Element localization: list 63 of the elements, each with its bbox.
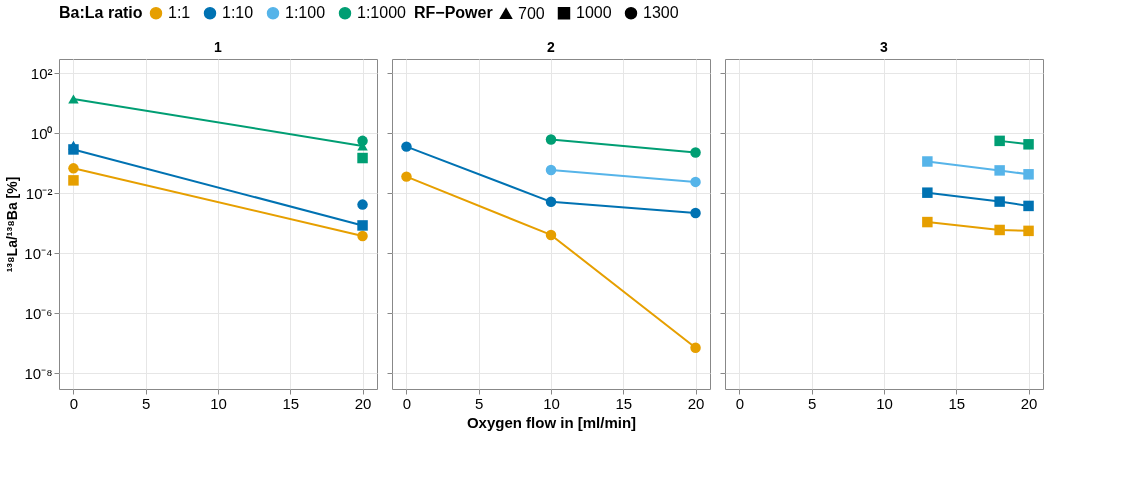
point xyxy=(994,165,1005,176)
text: RF−Power xyxy=(414,4,493,21)
point xyxy=(545,196,557,208)
chart-title: 3 xyxy=(880,39,889,55)
chart-title: 1 xyxy=(214,39,223,55)
x-tick-label: 20 xyxy=(687,394,705,412)
x-tick-label: 10 xyxy=(210,394,227,412)
y-tick-label: 10² xyxy=(30,64,53,82)
point xyxy=(357,199,368,210)
point xyxy=(994,224,1005,236)
point xyxy=(994,135,1005,147)
legend-label: 1:100 xyxy=(285,4,326,22)
point xyxy=(1023,139,1034,150)
x-tick-label: 10 xyxy=(543,394,560,412)
point xyxy=(1023,225,1034,237)
x-tick-label: 20 xyxy=(354,394,372,412)
point xyxy=(1023,200,1034,212)
point xyxy=(357,220,368,231)
y-tick-label: 10⁰ xyxy=(30,124,53,142)
point xyxy=(357,230,368,242)
x-tick-label: 15 xyxy=(282,394,300,412)
point xyxy=(68,140,79,150)
text: 700 xyxy=(518,4,545,22)
y-axis-title: ¹³⁸La/¹³⁸Ba [%] xyxy=(4,176,21,273)
point xyxy=(690,342,701,354)
point xyxy=(545,134,557,145)
point xyxy=(690,176,701,188)
x-tick-label: 10 xyxy=(876,394,893,412)
legend-label: 1:1000 xyxy=(357,4,407,22)
point xyxy=(922,216,933,228)
x-tick-label: 20 xyxy=(1020,394,1038,412)
y-tick-label: 10⁻⁸ xyxy=(24,364,53,382)
legend-title: Ba:La ratio xyxy=(59,4,143,21)
legend-label: 1:10 xyxy=(222,4,254,22)
point xyxy=(357,152,368,164)
point xyxy=(68,175,79,186)
x-axis-title: Oxygen flow in [ml/min] xyxy=(466,413,637,431)
text: 1300 xyxy=(643,4,679,22)
point xyxy=(401,171,412,182)
point xyxy=(68,163,79,174)
point xyxy=(922,187,933,198)
chart-title: 2 xyxy=(547,39,556,55)
point xyxy=(922,156,933,167)
x-tick-label: 15 xyxy=(948,394,966,412)
x-tick-label: 5 xyxy=(142,394,151,412)
point xyxy=(1023,169,1034,180)
point xyxy=(545,164,557,176)
x-tick-label: 0 xyxy=(735,394,745,412)
point xyxy=(545,229,557,241)
point xyxy=(401,141,412,152)
x-tick-label: 15 xyxy=(615,394,633,412)
point xyxy=(690,207,701,219)
x-tick-label: 5 xyxy=(808,394,817,412)
x-tick-label: 0 xyxy=(402,394,412,412)
point xyxy=(994,196,1005,207)
y-tick-label: 10⁻² xyxy=(25,184,53,202)
point xyxy=(690,147,701,158)
x-tick-label: 5 xyxy=(475,394,484,412)
y-tick-label: 10⁻⁴ xyxy=(24,244,53,262)
text: 1000 xyxy=(576,4,612,22)
legend-label: 1:1 xyxy=(168,4,191,22)
x-tick-label: 0 xyxy=(69,394,79,412)
y-tick-label: 10⁻⁶ xyxy=(24,304,53,322)
